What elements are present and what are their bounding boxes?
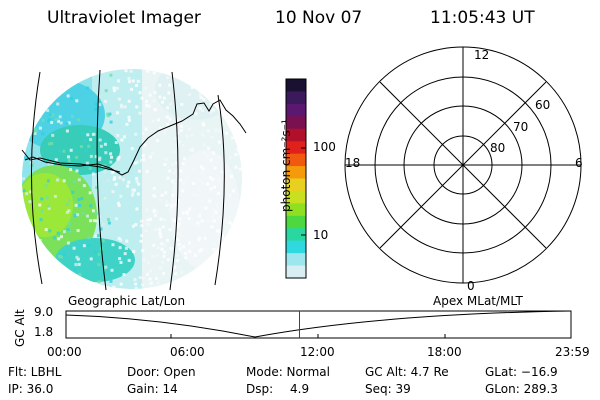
colorbar-tick-label-10: 10 — [313, 228, 329, 242]
colorbar-swatch — [286, 203, 306, 217]
colorbar-swatch — [286, 79, 306, 93]
ip-status: IP: 36.0 — [8, 382, 54, 396]
timeline-ytick-1-8: 1.8 — [34, 325, 54, 339]
colorbar-swatch — [286, 128, 306, 142]
timeline-xtick-1200: 12:00 — [300, 345, 335, 359]
colorbar-swatch — [286, 116, 306, 130]
gc-alt-curve — [65, 310, 572, 338]
gc-alt-status: GC Alt: 4.7 Re — [365, 365, 449, 379]
colorbar-swatch — [286, 178, 306, 192]
uv-image — [22, 69, 242, 289]
colorbar-swatch — [286, 265, 306, 279]
colorbar-swatch — [286, 253, 306, 267]
colorbar-swatch — [286, 215, 306, 229]
colorbar-swatch — [286, 240, 306, 254]
colorbar — [285, 78, 307, 279]
seq-status: Seq: 39 — [365, 382, 411, 396]
colorbar-frame — [285, 78, 307, 279]
timeline-ylabel: GC Alt — [13, 309, 27, 347]
dsp-label: Dsp: — [246, 382, 274, 396]
time-label: 11:05:43 UT — [430, 8, 535, 28]
colorbar-swatch — [286, 153, 306, 167]
instrument-title: Ultraviolet Imager — [47, 8, 201, 28]
polar-axis-diagonal — [379, 81, 547, 249]
timeline-left-title: Geographic Lat/Lon — [68, 294, 186, 308]
gain-status: Gain: 14 — [127, 382, 178, 396]
door-status: Door: Open — [127, 365, 196, 379]
filter-status: Flt: LBHL — [8, 365, 62, 379]
mlt-label-18: 18 — [345, 156, 361, 170]
colorbar-swatches — [286, 79, 306, 279]
mlt-label-6: 6 — [575, 156, 583, 170]
colorbar-swatch — [286, 141, 306, 155]
meridian-line — [169, 71, 179, 291]
colorbar-tick-label-100: 100 — [313, 140, 336, 154]
lat-label-70: 70 — [513, 120, 529, 134]
timeline-xtick-0000: 00:00 — [47, 345, 82, 359]
lat-label-60: 60 — [535, 98, 551, 112]
mlt-label-0: 0 — [467, 279, 475, 293]
date-label: 10 Nov 07 — [275, 8, 363, 28]
latitude-line — [21, 149, 121, 173]
lat-label-80: 80 — [490, 141, 506, 155]
timeline-frame — [65, 310, 572, 339]
dsp-value: 4.9 — [290, 382, 310, 396]
meridian-line — [96, 69, 107, 291]
timeline-xtick-1800: 18:00 — [427, 345, 462, 359]
geographic-image-panel — [21, 69, 247, 291]
colorbar-swatch — [286, 166, 306, 180]
timeline-plot — [65, 310, 572, 339]
colorbar-swatch — [286, 91, 306, 105]
timeline-right-title: Apex MLat/MLT — [433, 294, 523, 308]
glat-status: GLat: −16.9 — [485, 365, 558, 379]
timeline-xtick-2359: 23:59 — [555, 345, 590, 359]
colorbar-swatch — [286, 190, 306, 204]
timeline-ytick-9: 9.0 — [34, 305, 54, 319]
meridian-line — [214, 94, 225, 286]
colorbar-swatch — [286, 103, 306, 117]
polar-plot — [344, 46, 582, 284]
colorbar-unit-label: photon cm⁻²s⁻¹ — [279, 119, 293, 212]
mode-status: Mode: Normal — [246, 365, 330, 379]
colorbar-swatch — [286, 228, 306, 242]
coastline — [24, 99, 247, 176]
glon-status: GLon: 289.3 — [485, 382, 558, 396]
timeline-xtick-0600: 06:00 — [170, 345, 205, 359]
meridian-line — [30, 71, 43, 285]
mlt-label-12: 12 — [474, 48, 490, 62]
